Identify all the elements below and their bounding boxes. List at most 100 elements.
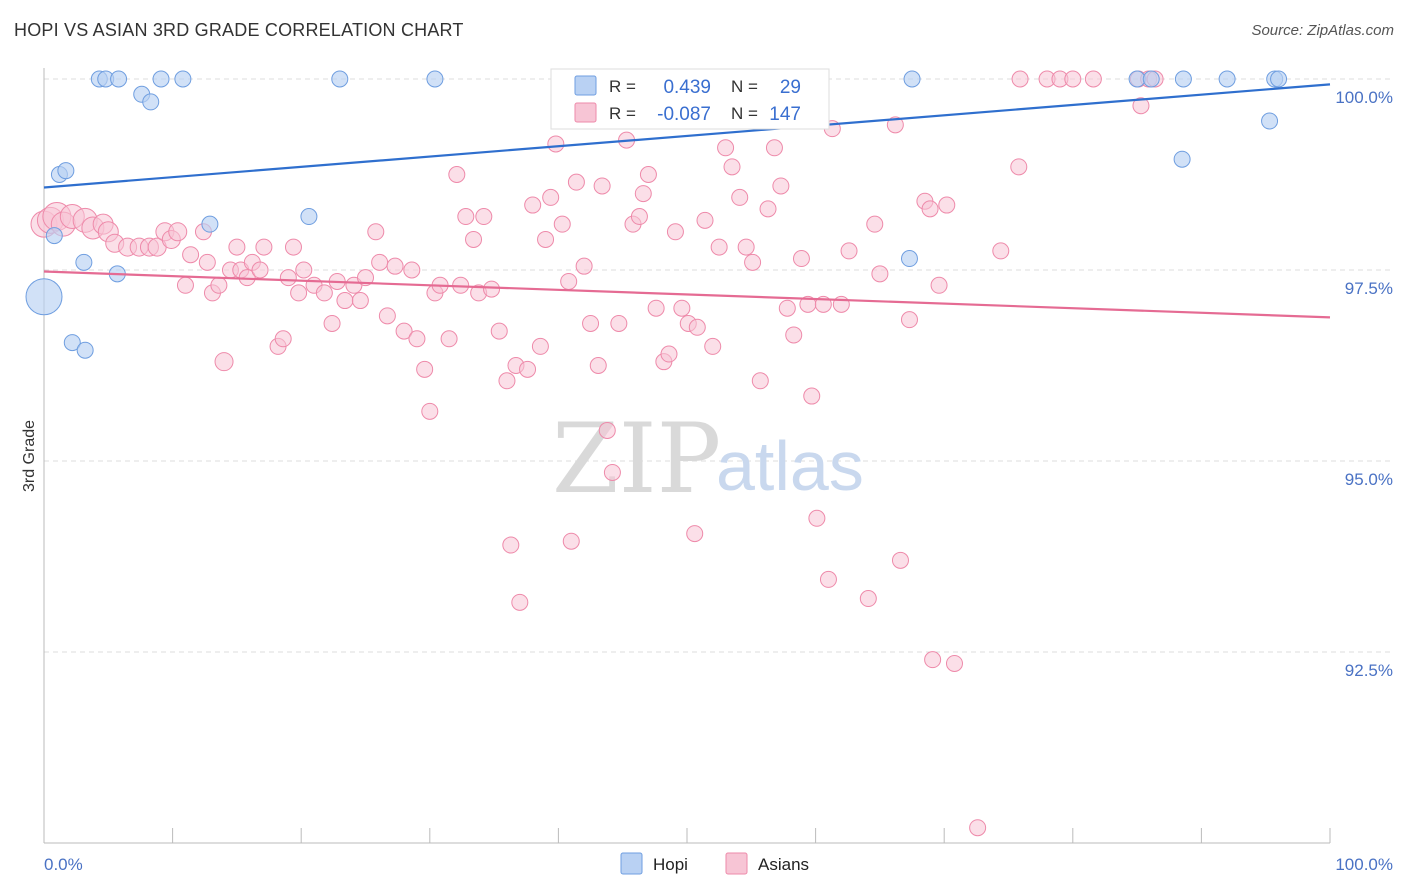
y-axis-title: 3rd Grade: [21, 420, 38, 492]
asians-point: [440, 330, 458, 348]
asians-point: [723, 158, 741, 176]
asians-point: [228, 238, 246, 256]
asians-point: [1064, 70, 1082, 88]
hopi-point: [1128, 70, 1146, 88]
asians-point: [1084, 70, 1102, 88]
asians-point: [938, 196, 956, 214]
hopi-r-value: 0.439: [663, 77, 711, 98]
asians-point: [251, 261, 269, 279]
asians-point: [688, 318, 706, 336]
asians-point: [744, 253, 762, 271]
asians-point: [498, 372, 516, 390]
asians-point: [408, 330, 426, 348]
asians-point: [562, 532, 580, 550]
hopi-trend-line: [43, 83, 1331, 189]
asians-point: [378, 307, 396, 325]
hopi-point: [57, 162, 75, 180]
watermark: ZIP atlas: [552, 403, 864, 515]
asians-point: [315, 284, 333, 302]
asians-point: [1011, 70, 1029, 88]
y-tick-label: 95.0%: [1345, 470, 1393, 489]
legend-hopi-swatch: [620, 852, 643, 875]
source-label: Source: ZipAtlas.com: [1251, 22, 1394, 39]
gridlines: [44, 78, 1394, 653]
stats-legend-box: [550, 68, 830, 130]
asians-point: [416, 360, 434, 378]
asians-point: [593, 177, 611, 195]
asians-point: [647, 299, 665, 317]
asians-point: [886, 116, 904, 134]
asians-point: [457, 208, 475, 226]
asians-point: [859, 590, 877, 608]
asians-point: [295, 261, 313, 279]
asians-point: [290, 284, 308, 302]
asians-point: [673, 299, 691, 317]
asians-r-label: R =: [609, 104, 636, 123]
asians-point: [666, 223, 684, 241]
asians-point: [475, 208, 493, 226]
y-tick-labels: 100.0% 97.5% 95.0% 92.5%: [1335, 88, 1393, 680]
hopi-n-label: N =: [731, 77, 758, 96]
asians-point: [465, 230, 483, 248]
hopi-point: [45, 227, 63, 245]
asians-point: [560, 272, 578, 290]
asians-point: [639, 166, 657, 183]
asians-point: [176, 276, 194, 294]
asians-point: [168, 222, 188, 242]
asians-point: [696, 211, 714, 229]
asians-point: [502, 536, 520, 554]
asians-point: [274, 330, 292, 348]
asians-point: [785, 326, 803, 344]
asians-point: [603, 463, 621, 481]
asians-point: [808, 509, 826, 527]
hopi-r-label: R =: [609, 77, 636, 96]
hopi-point: [152, 70, 170, 88]
asians-point: [945, 654, 963, 672]
asians-point: [751, 372, 769, 390]
asians-point: [704, 337, 722, 355]
asians-point: [490, 322, 508, 340]
x-tick-label-right: 100.0%: [1335, 855, 1393, 874]
asians-point: [323, 314, 341, 332]
asians-point: [1010, 158, 1028, 176]
hopi-point: [900, 250, 918, 268]
hopi-points: [25, 70, 1288, 359]
hopi-point: [1261, 112, 1279, 130]
hopi-point: [63, 334, 81, 352]
hopi-point: [426, 70, 444, 88]
asians-swatch: [574, 102, 597, 123]
y-tick-label: 97.5%: [1345, 279, 1393, 298]
asians-point: [403, 261, 421, 279]
asians-point: [421, 402, 439, 420]
asians-point: [772, 177, 790, 195]
y-tick-label: 100.0%: [1335, 88, 1393, 107]
asians-point: [284, 238, 302, 256]
asians-point: [553, 215, 571, 233]
asians-point: [819, 570, 837, 588]
hopi-point: [331, 70, 349, 88]
asians-point: [765, 139, 783, 157]
asians-point: [542, 188, 560, 206]
asians-point: [567, 173, 585, 191]
asians-point: [840, 242, 858, 260]
asians-point: [582, 314, 600, 332]
watermark-atlas: atlas: [716, 427, 864, 505]
asians-point: [630, 208, 648, 226]
hopi-point: [142, 93, 160, 111]
asians-point: [634, 185, 652, 203]
asians-point: [255, 238, 273, 256]
hopi-point: [1173, 150, 1191, 168]
x-tick-label-left: 0.0%: [44, 855, 83, 874]
asians-point: [279, 269, 297, 287]
stats-legend: R = 0.439 N = 29 R = -0.087 N = 147: [550, 68, 830, 130]
asians-point: [524, 196, 542, 214]
asians-point: [336, 292, 354, 310]
hopi-swatch: [574, 75, 597, 96]
legend-asians-label: Asians: [758, 855, 809, 874]
asians-point: [969, 819, 987, 837]
asians-point: [531, 337, 549, 355]
chart-title: HOPI VS ASIAN 3RD GRADE CORRELATION CHAR…: [14, 20, 464, 40]
asians-point: [900, 311, 918, 329]
asians-point: [1132, 97, 1150, 115]
